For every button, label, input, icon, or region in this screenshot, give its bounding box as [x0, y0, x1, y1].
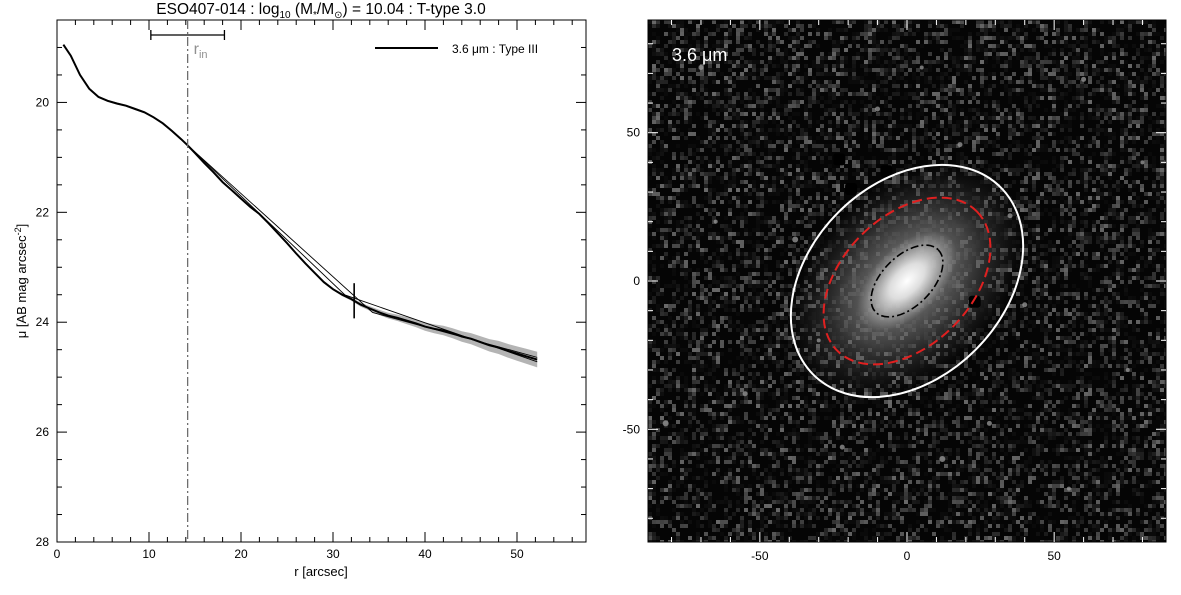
profile-panel: ESO407-014 : log10 (M*/M⊙) = 10.04 : T-t… — [13, 1, 586, 579]
field-star — [1067, 487, 1071, 491]
error-band — [63, 44, 537, 368]
chart-title: ESO407-014 : log10 (M*/M⊙) = 10.04 : T-t… — [156, 1, 486, 21]
y-tick-label: 28 — [36, 535, 50, 549]
profile-line — [63, 45, 537, 360]
field-star — [920, 65, 924, 69]
field-star — [698, 65, 703, 70]
field-star — [714, 220, 718, 224]
legend-label: 3.6 μm : Type III — [452, 42, 538, 56]
fit-line-outer — [188, 145, 538, 361]
field-star — [840, 445, 845, 450]
field-star — [957, 142, 962, 147]
field-star — [1140, 160, 1144, 164]
y-tick-label: 26 — [36, 425, 50, 439]
image-x-tick-label: 0 — [904, 549, 911, 563]
x-axis-label: r [arcsec] — [294, 564, 347, 579]
image-panel: -50 0 50 -50 0 50 3.6 μm — [623, 20, 1168, 563]
legend: 3.6 μm : Type III — [375, 42, 538, 56]
y-tick-label: 24 — [36, 315, 50, 329]
image-y-tick-label: -50 — [623, 422, 641, 436]
image-x-tick-label: 50 — [1047, 549, 1061, 563]
field-star — [792, 236, 798, 242]
x-tick-label: 50 — [510, 547, 524, 561]
field-star — [743, 391, 748, 396]
image-x-tick-label: -50 — [751, 549, 769, 563]
field-star — [1022, 302, 1027, 307]
x-tick-label: 20 — [234, 547, 248, 561]
x-tick-labels: 0 10 20 30 40 50 — [54, 547, 524, 561]
field-star — [663, 420, 669, 426]
x-tick-label: 10 — [142, 547, 156, 561]
x-tick-label: 40 — [418, 547, 432, 561]
y-tick-labels: 20 22 24 26 28 — [36, 95, 50, 549]
masked-source — [833, 153, 845, 165]
band-label: 3.6 μm — [672, 45, 727, 65]
x-tick-label: 0 — [54, 547, 61, 561]
field-star — [875, 106, 880, 111]
field-star — [987, 421, 992, 426]
field-star — [817, 338, 821, 342]
field-star — [1008, 213, 1013, 218]
y-axis-label: μ [AB mag arcsec-2] — [13, 224, 29, 339]
fit-line-inner — [188, 145, 538, 357]
r-in-label: rin — [194, 41, 208, 61]
field-star — [1081, 77, 1086, 82]
image-y-tick-label: 50 — [627, 126, 641, 140]
y-tick-label: 20 — [36, 95, 50, 109]
masked-source — [845, 183, 857, 195]
field-star — [1126, 368, 1130, 372]
field-star — [939, 456, 945, 462]
y-tick-label: 22 — [36, 205, 50, 219]
x-tick-label: 30 — [326, 547, 340, 561]
image-y-tick-label: 0 — [633, 274, 640, 288]
